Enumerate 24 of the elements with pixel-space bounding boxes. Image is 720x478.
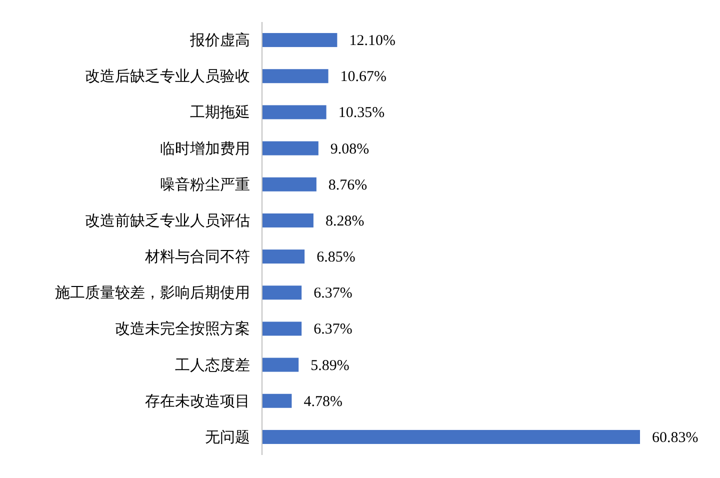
data-label: 5.89%: [310, 358, 350, 374]
data-label: 10.67%: [340, 69, 387, 86]
y-tick-label: 改造未完全按照方案: [115, 320, 250, 338]
data-label: 60.83%: [652, 430, 698, 446]
data-label: 4.78%: [304, 394, 342, 410]
y-tick-label: 工期拖延: [190, 103, 250, 122]
data-label: 6.85%: [316, 250, 356, 266]
y-tick-label: 改造前缺乏专业人员评估: [85, 211, 250, 230]
y-tick-label: 材料与合同不符: [144, 248, 250, 266]
y-tick-label: 存在未改造项目: [145, 392, 250, 410]
data-label: 10.35%: [338, 105, 385, 122]
data-label: 8.28%: [325, 213, 364, 230]
data-label: 12.10%: [349, 33, 396, 50]
data-label: 9.08%: [330, 141, 370, 158]
y-tick-label: 临时增加费用: [160, 139, 250, 158]
data-label: 8.76%: [328, 177, 368, 194]
data-label: 6.37%: [314, 322, 352, 338]
data-label: 6.37%: [314, 286, 352, 302]
y-tick-label: 施工质量较差，影响后期使用: [55, 284, 250, 302]
y-tick-label: 工人态度差: [175, 356, 250, 374]
y-tick-label: 改造后缺乏专业人员验收: [85, 67, 250, 86]
y-tick-label: 无问题: [205, 428, 250, 446]
y-tick-label: 报价虚高: [189, 31, 250, 50]
y-tick-label: 噪音粉尘严重: [160, 175, 250, 194]
